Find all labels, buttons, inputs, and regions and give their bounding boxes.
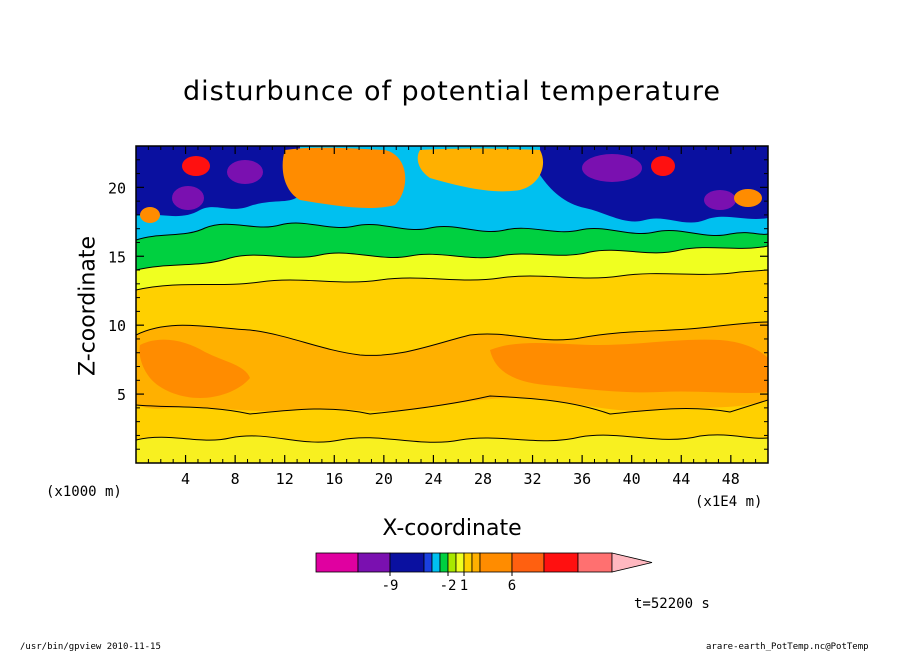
colorbar-label: -9	[382, 578, 399, 594]
x-tick-label: 16	[325, 470, 343, 488]
x-unit-left: (x1000 m)	[46, 484, 122, 500]
colorbar-cell	[431, 552, 441, 573]
x-tick-label: 24	[424, 470, 442, 488]
region-warm-spot-1	[140, 207, 160, 223]
colorbar-cell	[315, 552, 359, 573]
y-tick-label: 20	[108, 179, 126, 197]
plot-frame	[135, 145, 769, 464]
y-tick-label: 15	[108, 248, 126, 266]
x-tick-label: 12	[276, 470, 294, 488]
region-warm-spot-2	[734, 189, 762, 207]
x-tick-label: 4	[181, 470, 190, 488]
y-axis-label: Z-coordinate	[75, 236, 101, 376]
footer-left: /usr/bin/gpview 2010-11-15	[20, 642, 161, 652]
region-dark-orange-right	[490, 339, 768, 393]
x-axis-label: X-coordinate	[382, 516, 522, 541]
contour-lines	[136, 222, 768, 443]
x-tick-label: 36	[573, 470, 591, 488]
colorbar-cell	[511, 552, 545, 573]
colorbar-cell	[447, 552, 457, 573]
colorbar: -9 -2 1 6	[315, 552, 653, 594]
region-purple-1	[172, 186, 204, 210]
colorbar-cell	[357, 552, 391, 573]
colorbar-cell	[455, 552, 465, 573]
heatmap-field	[136, 146, 768, 463]
colorbar-cell	[577, 552, 613, 573]
region-low-strip	[136, 434, 768, 463]
colorbar-label: 1	[460, 578, 468, 594]
y-tick-label: 10	[108, 317, 126, 335]
x-tick-label: 32	[524, 470, 542, 488]
time-label: t=52200 s	[634, 596, 710, 612]
region-top-orange-2	[417, 148, 544, 192]
x-tick-label: 20	[375, 470, 393, 488]
colorbar-cell	[389, 552, 425, 573]
colorbar-cell	[439, 552, 449, 573]
region-red-core-2	[651, 156, 675, 176]
colorbar-cell	[471, 552, 481, 573]
region-purple-4	[704, 190, 736, 210]
colorbar-label: 6	[508, 578, 516, 594]
x-unit-right: (x1E4 m)	[695, 494, 763, 510]
x-tick-label: 28	[474, 470, 492, 488]
colorbar-cell	[423, 552, 433, 573]
colorbar-arrow	[611, 552, 653, 573]
x-tick-label: 40	[623, 470, 641, 488]
region-purple-2	[227, 160, 263, 184]
colorbar-cell	[463, 552, 473, 573]
colorbar-label: -2	[440, 578, 457, 594]
region-dark-orange-left	[139, 339, 250, 398]
colorbar-cell	[543, 552, 579, 573]
region-red-core-1	[182, 156, 210, 176]
colorbar-cell	[479, 552, 513, 573]
footer-right: arare-earth_PotTemp.nc@PotTemp	[706, 642, 869, 652]
region-top-orange-1	[282, 147, 406, 208]
chart-title: disturbunce of potential temperature	[183, 76, 721, 107]
y-tick-label: 5	[117, 386, 126, 404]
x-tick-label: 8	[231, 470, 240, 488]
x-tick-label: 48	[722, 470, 740, 488]
x-tick-label: 44	[672, 470, 690, 488]
region-purple-3	[582, 154, 642, 182]
